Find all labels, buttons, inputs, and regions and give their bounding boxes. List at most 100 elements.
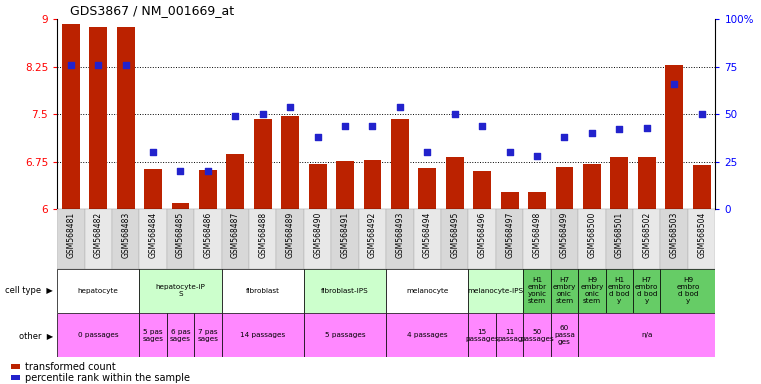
Point [394, 104, 406, 110]
Point [284, 104, 296, 110]
Text: GSM568488: GSM568488 [258, 212, 267, 258]
Bar [693, 165, 711, 209]
Bar [167, 313, 194, 357]
Bar [282, 116, 299, 209]
Bar [331, 209, 358, 269]
Point [449, 111, 461, 118]
Point [559, 134, 571, 140]
Bar [194, 313, 221, 357]
Text: 11
passag: 11 passag [497, 329, 522, 341]
Text: GSM568503: GSM568503 [670, 212, 679, 258]
Bar [139, 209, 167, 269]
Text: fibroblast: fibroblast [246, 288, 280, 294]
Text: n/a: n/a [641, 332, 652, 338]
Point [311, 134, 323, 140]
Point [147, 149, 159, 156]
Bar [386, 313, 469, 357]
Bar [556, 167, 573, 209]
Bar [304, 269, 386, 313]
Text: transformed count: transformed count [24, 362, 116, 372]
Text: GSM568483: GSM568483 [121, 212, 130, 258]
Bar [633, 209, 661, 269]
Point [366, 122, 378, 129]
Text: GSM568493: GSM568493 [396, 212, 404, 258]
Text: GSM568487: GSM568487 [231, 212, 240, 258]
Point [65, 62, 77, 68]
Text: GSM568502: GSM568502 [642, 212, 651, 258]
Text: melanocyte-IPS: melanocyte-IPS [468, 288, 524, 294]
Bar [528, 192, 546, 209]
Text: GSM568492: GSM568492 [368, 212, 377, 258]
Bar [309, 164, 326, 209]
Point [422, 149, 434, 156]
Bar [221, 269, 304, 313]
Bar [304, 313, 386, 357]
Bar [89, 27, 107, 209]
Text: hepatocyte: hepatocyte [78, 288, 119, 294]
Text: 5 pas
sages: 5 pas sages [142, 329, 164, 341]
Text: 4 passages: 4 passages [407, 332, 447, 338]
Text: hepatocyte-iP
S: hepatocyte-iP S [155, 285, 205, 297]
Bar [446, 157, 463, 209]
Bar [139, 313, 167, 357]
Text: other  ▶: other ▶ [19, 331, 53, 339]
Bar [496, 313, 524, 357]
Text: H1
embro
d bod
y: H1 embro d bod y [607, 277, 631, 305]
Text: 5 passages: 5 passages [325, 332, 365, 338]
Text: 15
passages: 15 passages [465, 329, 499, 341]
Bar [610, 157, 629, 209]
Text: GSM568482: GSM568482 [94, 212, 103, 258]
Point [586, 130, 598, 136]
Text: GSM568489: GSM568489 [285, 212, 295, 258]
Bar [551, 269, 578, 313]
Point [229, 113, 241, 119]
Bar [391, 119, 409, 209]
Bar [524, 209, 551, 269]
Point [174, 168, 186, 174]
Text: GSM568495: GSM568495 [451, 212, 460, 258]
Text: GSM568491: GSM568491 [341, 212, 349, 258]
Bar [414, 209, 441, 269]
Text: percentile rank within the sample: percentile rank within the sample [24, 373, 189, 383]
Text: GSM568484: GSM568484 [148, 212, 158, 258]
Bar [661, 269, 715, 313]
Text: H9
embro
d bod
y: H9 embro d bod y [677, 277, 699, 305]
Bar [221, 313, 304, 357]
Bar [578, 269, 606, 313]
Bar [386, 269, 469, 313]
Bar [358, 209, 386, 269]
Text: GSM568499: GSM568499 [560, 212, 569, 258]
Bar [249, 209, 276, 269]
Text: GSM568500: GSM568500 [587, 212, 597, 258]
Bar [665, 65, 683, 209]
Bar [11, 375, 20, 380]
Text: 0 passages: 0 passages [78, 332, 119, 338]
Bar [606, 209, 633, 269]
Text: GSM568497: GSM568497 [505, 212, 514, 258]
Bar [167, 209, 194, 269]
Text: 7 pas
sages: 7 pas sages [197, 329, 218, 341]
Bar [62, 24, 80, 209]
Point [668, 81, 680, 87]
Text: melanocyte: melanocyte [406, 288, 448, 294]
Bar [688, 209, 715, 269]
Bar [139, 269, 221, 313]
Text: GSM568498: GSM568498 [533, 212, 542, 258]
Bar [441, 209, 469, 269]
Bar [57, 313, 139, 357]
Point [696, 111, 708, 118]
Point [339, 122, 351, 129]
Bar [473, 171, 491, 209]
Point [613, 126, 626, 132]
Bar [227, 154, 244, 209]
Bar [496, 209, 524, 269]
Bar [199, 170, 217, 209]
Text: GSM568485: GSM568485 [176, 212, 185, 258]
Text: H7
embry
onic
stem: H7 embry onic stem [552, 277, 576, 305]
Bar [194, 209, 221, 269]
Text: 50
passages: 50 passages [521, 329, 554, 341]
Point [92, 62, 104, 68]
Text: GDS3867 / NM_001669_at: GDS3867 / NM_001669_at [70, 3, 234, 17]
Bar [583, 164, 601, 209]
Text: GSM568496: GSM568496 [478, 212, 487, 258]
